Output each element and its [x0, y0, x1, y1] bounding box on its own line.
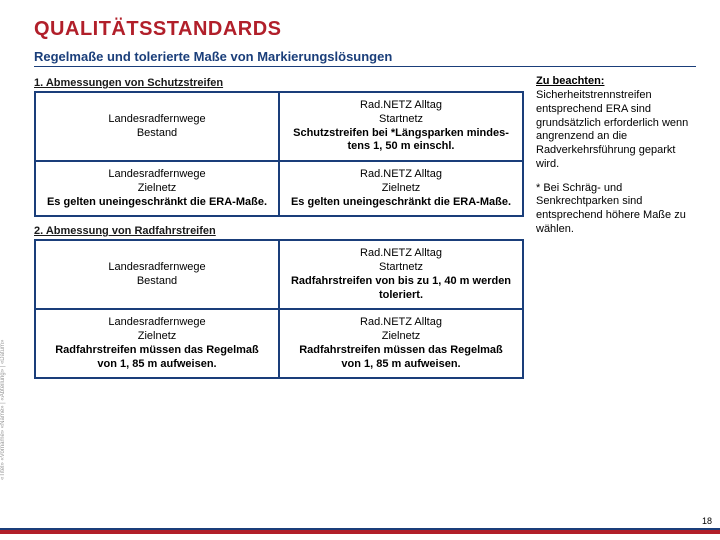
- cell-line: Landesradfernwege: [44, 168, 270, 182]
- cell-line: Zielnetz: [288, 182, 514, 196]
- cell-line: Startnetz: [288, 261, 514, 275]
- cell-line: Zielnetz: [44, 182, 270, 196]
- cell-s2-r2-left: Landesradfernwege Zielnetz Radfahrstreif…: [35, 309, 279, 378]
- left-column: 1. Abmessungen von Schutzstreifen Landes…: [34, 73, 524, 379]
- cell-s2-r1-right: Rad.NETZ Alltag Startnetz Radfahrstreife…: [279, 240, 523, 309]
- table-row: Landesradfernwege Bestand Rad.NETZ Allta…: [35, 92, 523, 161]
- page-title: QUALITÄTSSTANDARDS: [34, 18, 696, 41]
- cell-line: Zielnetz: [44, 330, 270, 344]
- cell-line: Bestand: [44, 127, 270, 141]
- cell-bold: Es gelten uneingeschränkt die ERA-Maße.: [44, 196, 270, 210]
- section1-table: Landesradfernwege Bestand Rad.NETZ Allta…: [34, 91, 524, 217]
- notes-column: Zu beachten: Sicherheitstrennstreifen en…: [536, 73, 696, 379]
- cell-s1-r2-right: Rad.NETZ Alltag Zielnetz Es gelten unein…: [279, 161, 523, 216]
- notes-heading: Zu beachten:: [536, 75, 696, 87]
- cell-bold: Radfahrstreifen von bis zu 1, 40 m werde…: [288, 275, 514, 303]
- cell-line: Landesradfernwege: [44, 113, 270, 127]
- table-row: Landesradfernwege Bestand Rad.NETZ Allta…: [35, 240, 523, 309]
- cell-line: Landesradfernwege: [44, 316, 270, 330]
- cell-line: Landesradfernwege: [44, 261, 270, 275]
- cell-bold: Radfahrstreifen müssen das Regelmaß von …: [44, 344, 270, 372]
- cell-line: Rad.NETZ Alltag: [288, 247, 514, 261]
- cell-s1-r1-left: Landesradfernwege Bestand: [35, 92, 279, 161]
- cell-line: Bestand: [44, 275, 270, 289]
- cell-line: Rad.NETZ Alltag: [288, 168, 514, 182]
- cell-line: Zielnetz: [288, 330, 514, 344]
- cell-bold: Schutzstreifen bei *Längsparken mindes-t…: [288, 127, 514, 155]
- side-metadata-text: «Titel» «Vorname» «Name» | «Abteilung» |…: [0, 340, 6, 480]
- notes-paragraph-2: * Bei Schräg- und Senkrechtparken sind e…: [536, 182, 696, 237]
- cell-s2-r2-right: Rad.NETZ Alltag Zielnetz Radfahrstreifen…: [279, 309, 523, 378]
- cell-s1-r2-left: Landesradfernwege Zielnetz Es gelten une…: [35, 161, 279, 216]
- cell-bold: Radfahrstreifen müssen das Regelmaß von …: [288, 344, 514, 372]
- cell-line: Startnetz: [288, 113, 514, 127]
- page-number: 18: [702, 516, 712, 526]
- cell-line: Rad.NETZ Alltag: [288, 316, 514, 330]
- section1-heading: 1. Abmessungen von Schutzstreifen: [34, 77, 524, 89]
- cell-s1-r1-right: Rad.NETZ Alltag Startnetz Schutzstreifen…: [279, 92, 523, 161]
- page-subtitle: Regelmaße und tolerierte Maße von Markie…: [34, 49, 696, 67]
- cell-line: Rad.NETZ Alltag: [288, 99, 514, 113]
- footer-bar: [0, 528, 720, 534]
- section2-table: Landesradfernwege Bestand Rad.NETZ Allta…: [34, 239, 524, 379]
- cell-bold: Es gelten uneingeschränkt die ERA-Maße.: [288, 196, 514, 210]
- table-row: Landesradfernwege Zielnetz Radfahrstreif…: [35, 309, 523, 378]
- section2-heading: 2. Abmessung von Radfahrstreifen: [34, 225, 524, 237]
- table-row: Landesradfernwege Zielnetz Es gelten une…: [35, 161, 523, 216]
- notes-paragraph-1: Sicherheitstrennstreifen entsprechend ER…: [536, 89, 696, 172]
- cell-s2-r1-left: Landesradfernwege Bestand: [35, 240, 279, 309]
